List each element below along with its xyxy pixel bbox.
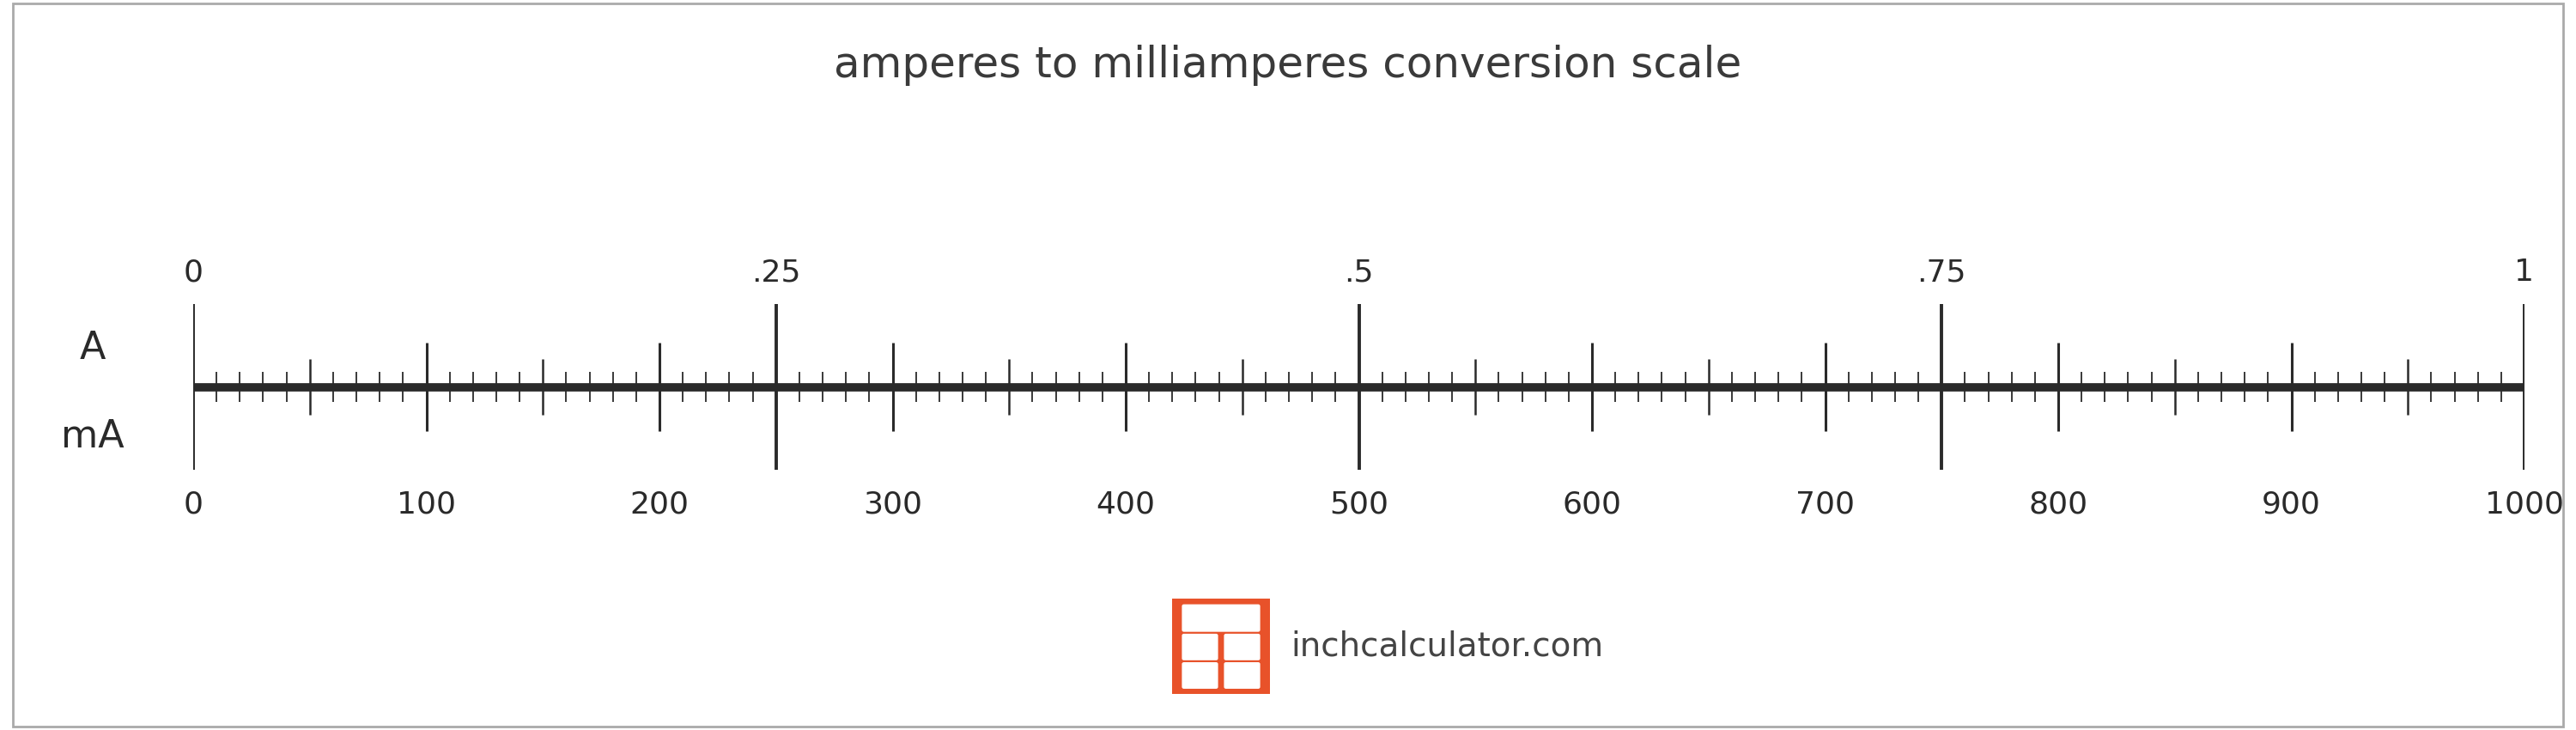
Text: 900: 900: [2262, 490, 2321, 519]
Text: 1000: 1000: [2486, 490, 2563, 519]
Text: .75: .75: [1917, 258, 1965, 287]
Text: .5: .5: [1345, 258, 1373, 287]
Text: amperes to milliamperes conversion scale: amperes to milliamperes conversion scale: [835, 45, 1741, 86]
Text: 800: 800: [2027, 490, 2089, 519]
Text: 1: 1: [2514, 258, 2535, 287]
FancyBboxPatch shape: [1182, 634, 1218, 660]
FancyBboxPatch shape: [1224, 662, 1260, 689]
FancyBboxPatch shape: [1170, 595, 1273, 697]
Text: 0: 0: [183, 258, 204, 287]
Text: 600: 600: [1561, 490, 1623, 519]
Text: A: A: [80, 330, 106, 366]
Text: 200: 200: [629, 490, 690, 519]
FancyBboxPatch shape: [1224, 634, 1260, 660]
FancyBboxPatch shape: [1182, 604, 1260, 632]
FancyBboxPatch shape: [1182, 662, 1218, 689]
Text: 700: 700: [1795, 490, 1855, 519]
Text: 0: 0: [183, 490, 204, 519]
Text: 300: 300: [863, 490, 922, 519]
Text: 400: 400: [1097, 490, 1154, 519]
Text: inchcalculator.com: inchcalculator.com: [1291, 630, 1602, 662]
Text: 100: 100: [397, 490, 456, 519]
Text: .25: .25: [752, 258, 801, 287]
Text: mA: mA: [62, 418, 124, 456]
Text: 500: 500: [1329, 490, 1388, 519]
